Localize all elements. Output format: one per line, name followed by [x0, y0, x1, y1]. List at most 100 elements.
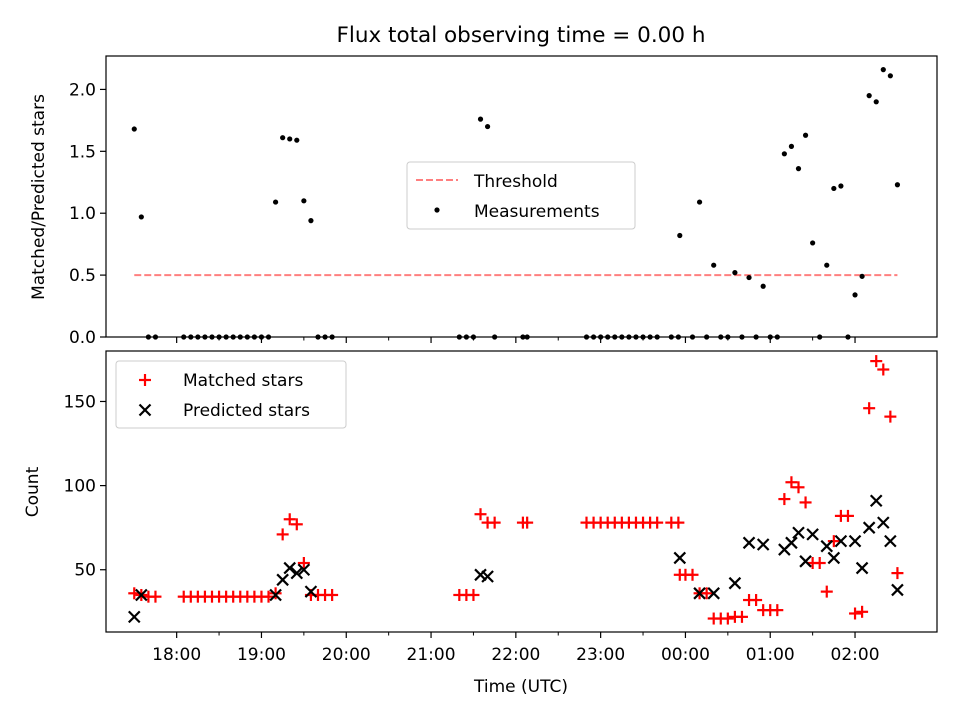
measurements-point: [760, 283, 766, 289]
predicted-stars-point: [127, 610, 141, 624]
measurements-point: [795, 166, 802, 172]
matched-stars-point: [269, 587, 282, 600]
predicted-stars-point: [290, 566, 304, 580]
measurements-point: [781, 151, 787, 157]
matched-stars-point: [877, 363, 890, 376]
predicted-stars-point: [792, 526, 805, 540]
ratio-panel-frame: [105, 55, 938, 338]
x-tick-label: 00:00: [661, 645, 710, 665]
threshold-legend-label: Threshold: [473, 172, 558, 192]
predicted-stars-point: [884, 534, 897, 548]
matched-stars-point: [276, 528, 289, 541]
count-y-tick-label: 50: [74, 561, 96, 581]
matched-stars-point: [700, 587, 713, 600]
matched-stars-point: [488, 516, 501, 529]
matched-stars-point: [467, 588, 480, 601]
measurements-point: [138, 214, 144, 220]
measurements-point: [894, 182, 901, 188]
measurements-point: [287, 136, 293, 142]
predicted-legend-swatch: [138, 403, 152, 417]
measurements-point: [696, 199, 703, 205]
predicted-stars-point: [877, 516, 890, 529]
x-tick-label: 01:00: [746, 645, 795, 665]
predicted-stars-point: [834, 534, 848, 548]
measurements-point: [802, 132, 809, 138]
predicted-stars-point: [135, 588, 148, 602]
matched-stars-point: [785, 476, 798, 489]
matched-stars-point: [778, 493, 791, 506]
matched-stars-point: [891, 567, 904, 580]
matched-legend-swatch: [139, 374, 151, 386]
predicted-stars-point: [827, 551, 841, 565]
measurements-point: [788, 143, 795, 149]
measurements-point: [272, 199, 279, 205]
predicted-stars-point: [304, 585, 318, 598]
count-panel: 50 100 150 18:00 19:00 20:00 21:00 22:00 23:00 0…: [23, 350, 938, 697]
measurements-point: [746, 274, 752, 281]
measurements-point: [859, 273, 865, 279]
matched-stars-point: [771, 604, 784, 617]
matched-legend-label: Matched stars: [183, 371, 303, 391]
ratio-y-tick-label: 1.0: [69, 204, 96, 224]
matched-stars-point: [856, 605, 869, 618]
ratio-y-tick-label: 2.0: [69, 80, 96, 100]
predicted-stars-point: [799, 555, 812, 568]
matched-stars-point: [827, 535, 840, 548]
x-tick-label: 21:00: [407, 645, 456, 665]
predicted-legend-label: Predicted stars: [183, 401, 310, 421]
matched-stars-point: [735, 610, 748, 623]
measurements-point: [873, 99, 879, 105]
x-tick-label: 20:00: [322, 645, 371, 665]
matched-stars-point: [686, 568, 699, 581]
measurements-point: [131, 126, 137, 132]
predicted-stars-point: [862, 521, 876, 534]
matched-stars-point: [721, 612, 734, 625]
predicted-stars-point: [742, 536, 756, 550]
ratio-y-tick-label: 0.5: [69, 266, 96, 286]
matched-stars-point: [820, 585, 833, 598]
matched-stars-point: [672, 516, 685, 529]
matched-stars-point: [841, 509, 854, 522]
ratio-legend: Threshold Measurements: [406, 161, 636, 230]
measurements-point: [866, 93, 872, 99]
measurements-point: [280, 135, 286, 141]
measurements-point: [477, 116, 484, 122]
matched-stars-point: [326, 588, 339, 601]
matched-stars-point: [799, 496, 812, 509]
matched-stars-point: [863, 402, 876, 415]
measurements-point: [824, 262, 830, 268]
predicted-stars-point: [481, 570, 494, 583]
predicted-stars-point: [869, 494, 883, 508]
x-tick-label: 18:00: [152, 645, 201, 665]
predicted-stars-point: [283, 561, 297, 575]
predicted-stars-point: [693, 587, 706, 600]
measurements-point: [711, 262, 717, 268]
predicted-stars-point: [785, 536, 798, 550]
x-tick-label: 22:00: [491, 645, 540, 665]
x-tick-label: 19:00: [237, 645, 286, 665]
matched-stars-point: [884, 410, 897, 423]
predicted-stars-point: [707, 587, 720, 600]
measurements-point: [831, 185, 837, 192]
measurements-point: [294, 137, 300, 143]
measurements-point: [810, 240, 816, 246]
x-tick-label: 02:00: [831, 645, 880, 665]
predicted-stars-point: [848, 534, 862, 548]
matched-stars-point: [474, 508, 487, 521]
ratio-legend-box: [406, 161, 636, 230]
ratio-y-tick-label: 0.0: [69, 328, 96, 348]
predicted-stars-point: [276, 573, 289, 587]
matched-stars-point: [750, 594, 763, 607]
measurements-point: [484, 123, 491, 130]
count-legend-box: [115, 360, 347, 429]
ratio-y-axis-label: Matched/Predicted stars: [29, 94, 49, 300]
predicted-stars-point: [820, 539, 834, 553]
predicted-stars-point: [756, 538, 770, 551]
count-y-tick-label: 100: [64, 477, 96, 497]
count-legend: Matched stars Predicted stars: [115, 360, 347, 429]
predicted-stars-point: [855, 561, 869, 575]
predicted-stars-point: [297, 563, 311, 577]
measurements-legend-swatch: [434, 207, 440, 213]
matched-stars-point: [792, 481, 805, 494]
